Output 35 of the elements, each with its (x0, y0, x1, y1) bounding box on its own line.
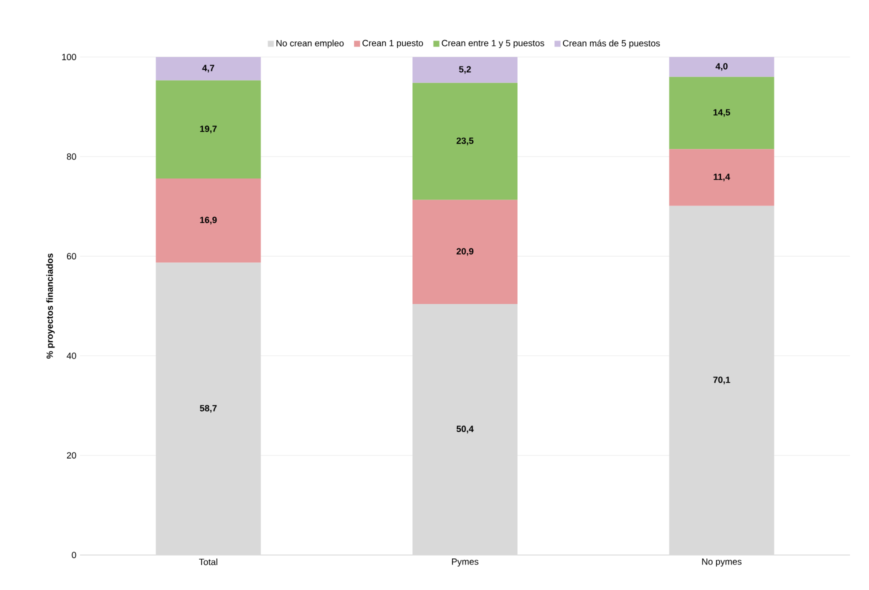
y-axis-title: % proyectos financiados (46, 254, 55, 359)
y-tick-label: 0 (72, 552, 76, 558)
bar (156, 178, 261, 263)
data-label: 4,7 (202, 64, 214, 72)
data-label: 4,0 (716, 63, 728, 71)
data-label: 19,7 (200, 126, 217, 134)
bar (156, 80, 261, 179)
data-label: 70,1 (713, 376, 730, 384)
data-label: 14,5 (714, 109, 730, 117)
x-tick-label: No pymes (702, 558, 742, 567)
y-tick-label: 80 (66, 153, 76, 160)
data-label: 11,4 (714, 174, 730, 182)
y-tick-label: 60 (66, 253, 76, 260)
data-label: 20,9 (456, 248, 474, 256)
y-tick-label: 100 (62, 54, 76, 60)
x-tick-label: Pymes (452, 558, 478, 567)
legend-label: Crean entre 1 y 5 puestos (442, 40, 544, 48)
legend-label: Crean más de 5 puestos (562, 40, 660, 48)
legend-label: No crean empleo (276, 40, 344, 48)
bar (669, 149, 774, 206)
bar (669, 56, 774, 77)
bar (412, 82, 518, 200)
data-label: 50,4 (456, 426, 474, 434)
y-tick-label: 20 (66, 452, 76, 459)
bar (412, 200, 518, 304)
data-label: 16,9 (200, 216, 217, 224)
data-label: 5,2 (459, 66, 471, 74)
bar (412, 56, 518, 83)
data-label: 23,5 (456, 138, 474, 146)
legend-label: Crean 1 puesto (362, 40, 423, 48)
bar (156, 56, 261, 80)
bar (669, 76, 774, 150)
x-tick-label: Total (199, 558, 218, 566)
data-label: 58,7 (200, 405, 217, 413)
y-tick-label: 40 (66, 352, 76, 359)
